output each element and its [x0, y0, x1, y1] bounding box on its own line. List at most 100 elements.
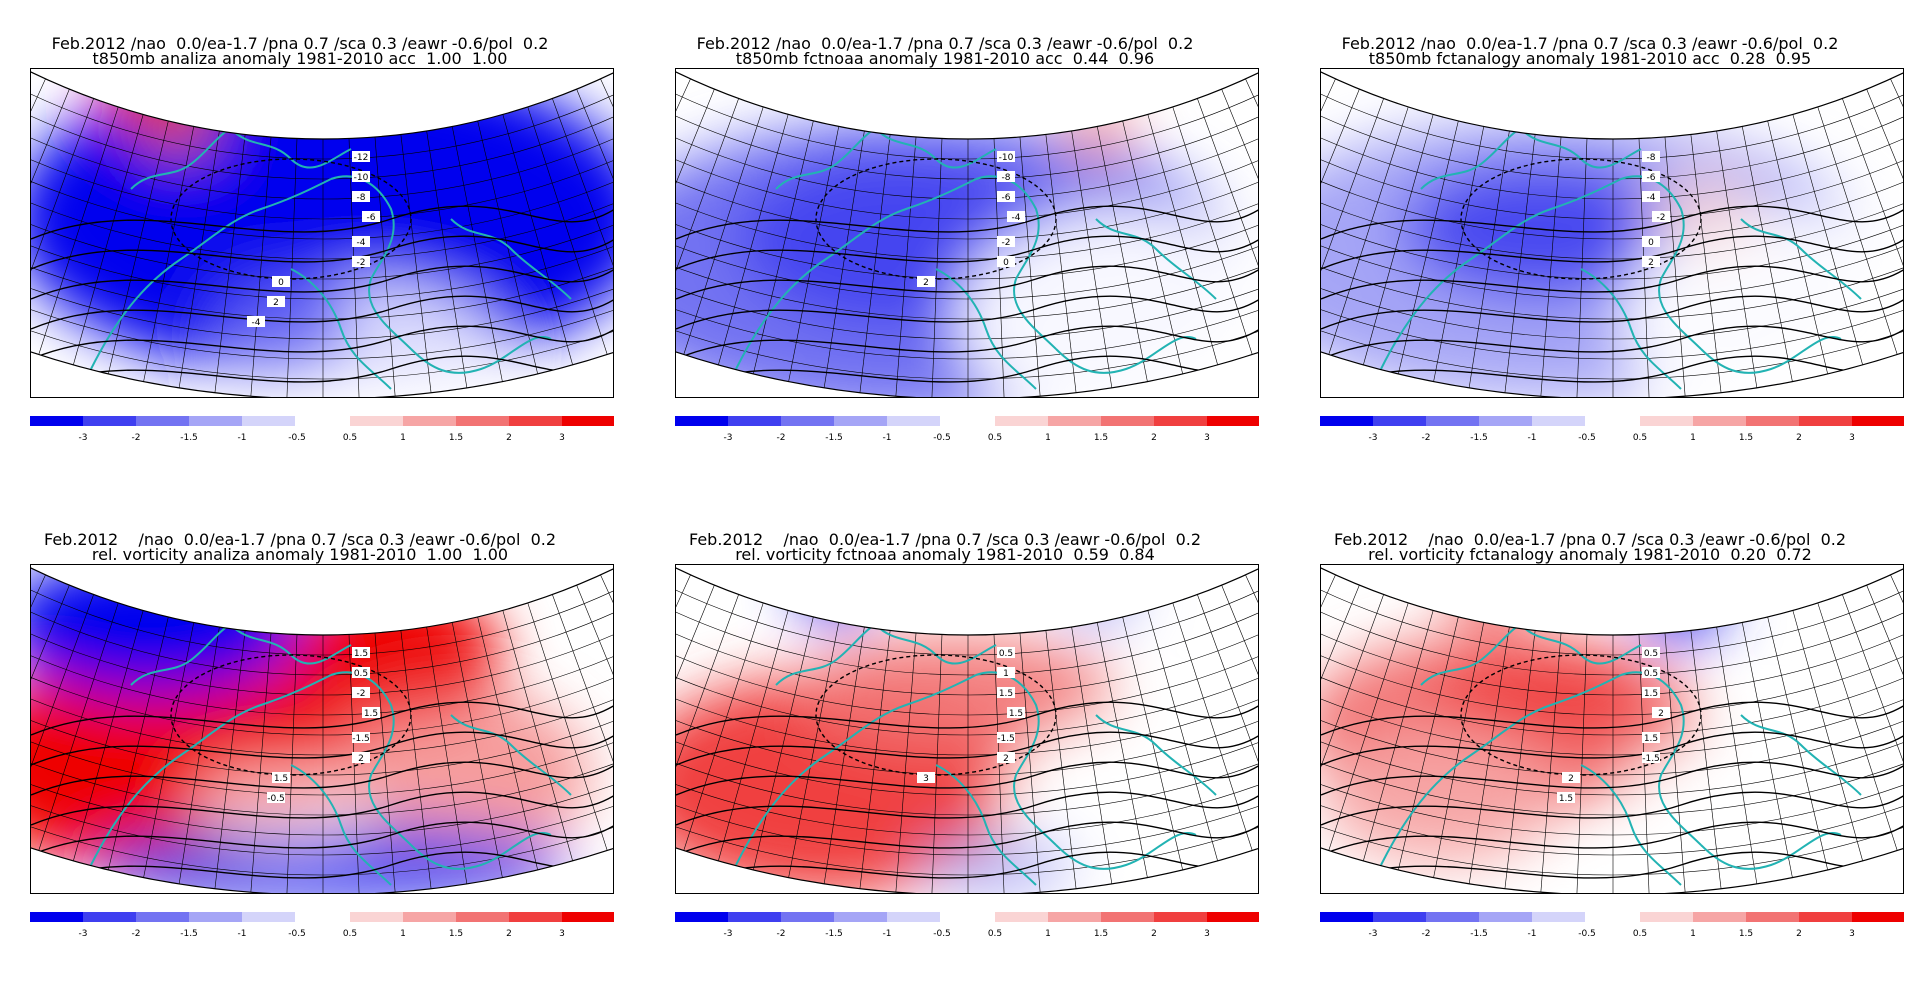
colorbar-swatch: [887, 416, 940, 426]
colorbar-label: -1.5: [180, 929, 198, 939]
coastlines: [90, 123, 572, 390]
colorbar-label: -0.5: [288, 433, 306, 443]
map-field: 0.5 1 1.5 1.5 -1.5 2 3: [676, 565, 1258, 893]
contour-label: 0.5: [1644, 649, 1658, 659]
contour-label: 0.5: [1644, 669, 1658, 679]
colorbar-label: 0.5: [988, 433, 1002, 443]
colorbar-label: -1.5: [825, 929, 843, 939]
colorbar-label: 1.5: [1739, 433, 1753, 443]
contour-labels: 0.5 1 1.5 1.5 -1.5 2 3: [917, 647, 1025, 784]
colorbar-swatch: [189, 416, 242, 426]
colorbar-swatch: [995, 912, 1048, 922]
lat-lon-grid: [31, 69, 613, 397]
map-t850-fctanalogy: -8 -6 -4 -2 0 2: [1320, 68, 1904, 398]
colorbar-label: -1.5: [825, 433, 843, 443]
contour-label: 0: [1003, 258, 1009, 268]
colorbar-label: -2: [132, 929, 141, 939]
contour-label: 2: [1003, 754, 1009, 764]
colorbar-swatch: [1373, 912, 1426, 922]
colorbar-label: 3: [559, 929, 565, 939]
colorbar-label: -0.5: [1578, 433, 1596, 443]
contour-label: 1.5: [274, 774, 288, 784]
colorbar-label: 0.5: [343, 929, 357, 939]
colorbar-swatch: [1101, 912, 1154, 922]
contour-label: -4: [1647, 193, 1656, 203]
colorbar-label: -2: [1422, 433, 1431, 443]
colorbar-label: -2: [1422, 929, 1431, 939]
lat-lon-grid: [676, 69, 1258, 397]
colorbar: -3 -2 -1.5 -1 -0.5 0.5 1 1.5 2 3: [1320, 912, 1905, 942]
colorbar-label: -1: [238, 433, 247, 443]
contour-label: 3: [923, 774, 929, 784]
map-vorticity-fctnoaa: 0.5 1 1.5 1.5 -1.5 2 3: [675, 564, 1259, 894]
colorbar-swatch: [1101, 416, 1154, 426]
colorbar: -3 -2 -1.5 -1 -0.5 0.5 1 1.5 2 3: [1320, 416, 1905, 446]
colorbar-label: -3: [1369, 433, 1378, 443]
colorbar-label: -1.5: [180, 433, 198, 443]
contour-label: 2: [273, 298, 279, 308]
contour-label: -12: [354, 153, 369, 163]
colorbar-label: 1: [1690, 929, 1696, 939]
contour-label: 1.5: [999, 689, 1013, 699]
contour-label: -1.5: [352, 734, 370, 744]
colorbar-label: -3: [1369, 929, 1378, 939]
colorbar-label: -0.5: [288, 929, 306, 939]
colorbar-label: -2: [777, 929, 786, 939]
colorbar-swatch: [1320, 416, 1373, 426]
contour-label: 0.5: [354, 669, 368, 679]
panel-t850-analysis: Feb.2012 /nao 0.0/ea-1.7 /pna 0.7 /sca 0…: [0, 36, 615, 476]
contour-label: -6: [367, 213, 376, 223]
colorbar-swatch: [675, 912, 728, 922]
colorbar-label: 1.5: [449, 929, 463, 939]
contour-labels: -10 -8 -6-4 -2 0 2: [917, 151, 1025, 288]
colorbar-label: 3: [559, 433, 565, 443]
colorbar-swatch: [1048, 912, 1101, 922]
contour-label: -2: [1657, 213, 1666, 223]
contour-label: 0: [278, 278, 284, 288]
colorbar-label: 1: [1045, 929, 1051, 939]
colorbar-swatch: [1479, 416, 1532, 426]
projection-outline: [31, 567, 613, 893]
colorbar-label: 1: [1045, 433, 1051, 443]
colorbar-swatch: [136, 912, 189, 922]
colorbar-label: -1: [1528, 433, 1537, 443]
colorbar-swatch: [728, 416, 781, 426]
contour-label: -10: [999, 153, 1014, 163]
contour-label: 0.5: [999, 649, 1013, 659]
colorbar-label: 1: [400, 433, 406, 443]
contour-label: -8: [1002, 173, 1011, 183]
colorbar-label: -0.5: [933, 433, 951, 443]
contour-label: 1.5: [354, 649, 368, 659]
contour-label: -10: [354, 173, 369, 183]
contour-label: -1.5: [1642, 754, 1660, 764]
colorbar-swatch: [675, 416, 728, 426]
colorbar-label: -1.5: [1470, 433, 1488, 443]
colorbar-swatch: [30, 912, 83, 922]
colorbar-label: 1: [400, 929, 406, 939]
colorbar-label: -1: [1528, 929, 1537, 939]
colorbar-label: -2: [132, 433, 141, 443]
colorbar-swatch: [1154, 912, 1207, 922]
contour-label: 0: [1648, 238, 1654, 248]
colorbar-swatch: [1799, 912, 1852, 922]
map-field: 0.50.51.521.5-1.521.5: [1321, 565, 1903, 893]
map-t850-analysis: -12 -10 -8 -6 -4 -2 0 2 -4: [30, 68, 614, 398]
projection-outline: [1321, 567, 1903, 893]
colorbar-swatch: [1320, 912, 1373, 922]
contour-label: 1.5: [1644, 734, 1658, 744]
contour-label: -8: [357, 193, 366, 203]
colorbar-swatch: [781, 912, 834, 922]
colorbar-label: 1.5: [449, 433, 463, 443]
contour-labels: 1.5 0.5 -2 1.5 -1.5 2 1.5 -0.5: [267, 647, 380, 804]
colorbar-swatch: [728, 912, 781, 922]
lat-lon-grid: [1321, 69, 1903, 397]
colorbar-swatch: [1154, 416, 1207, 426]
colorbar-label: -3: [724, 433, 733, 443]
panel-vorticity-fctnoaa: Feb.2012 /nao 0.0/ea-1.7 /pna 0.7 /sca 0…: [645, 532, 1260, 972]
colorbar: -3 -2 -1.5 -1 -0.5 0.5 1 1.5 2 3: [675, 416, 1260, 446]
colorbar-swatch: [1426, 416, 1479, 426]
colorbar-swatch: [83, 912, 136, 922]
projection-outline: [31, 71, 613, 397]
colorbar-label: 1: [1690, 433, 1696, 443]
contour-label: 1.5: [1009, 709, 1023, 719]
